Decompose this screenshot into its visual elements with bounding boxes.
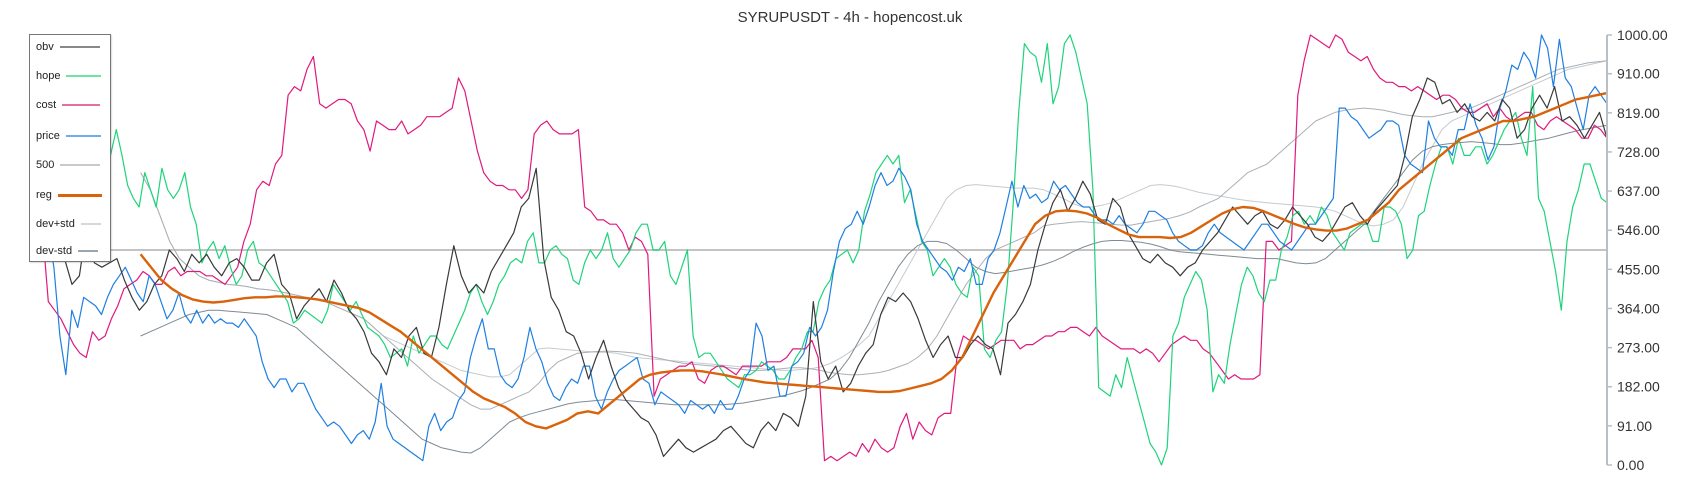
legend-swatch-icon	[62, 104, 101, 106]
series-line-obv	[41, 77, 1608, 457]
legend-label: hope	[36, 70, 61, 82]
series-line-dev-std	[140, 124, 1608, 454]
chart-title: SYRUPUSDT - 4h - hopencost.uk	[737, 9, 963, 26]
legend-swatch-icon	[57, 193, 102, 197]
legend-item-hope[interactable]: hope	[36, 68, 102, 84]
legend-swatch-icon	[66, 75, 102, 77]
y-tick-label: 364.00	[1617, 300, 1660, 316]
legend-swatch-icon	[59, 46, 100, 48]
y-tick-label: 728.00	[1617, 144, 1660, 160]
legend-swatch-icon	[60, 164, 101, 166]
legend-label: 500	[36, 159, 55, 171]
legend-swatch-icon	[78, 250, 99, 252]
legend-item-dev-minus-std[interactable]: dev-std	[36, 243, 99, 259]
y-tick-label: 273.00	[1617, 340, 1660, 356]
y-tick-label: 819.00	[1617, 105, 1660, 121]
series-line-price	[41, 34, 1608, 462]
y-tick-label: 546.00	[1617, 222, 1660, 238]
legend-swatch-icon	[65, 135, 101, 137]
legend-item-price[interactable]: price	[36, 128, 101, 144]
legend-item-500[interactable]: 500	[36, 157, 101, 173]
y-tick-label: 182.00	[1617, 379, 1660, 395]
legend-item-reg[interactable]: reg	[36, 187, 102, 203]
legend: obv hope cost price 500 reg dev+std dev-…	[29, 34, 111, 262]
series-line-dev-plus-std	[140, 60, 1608, 378]
legend-swatch-icon	[80, 223, 101, 225]
legend-label: price	[36, 130, 60, 142]
y-tick-label: 1000.00	[1617, 27, 1668, 43]
legend-label: dev-std	[36, 245, 73, 257]
y-tick-label: 910.00	[1617, 66, 1660, 82]
series-line-reg	[139, 91, 1608, 430]
y-tick-label: 0.00	[1617, 457, 1644, 473]
y-tick-label: 91.00	[1617, 418, 1652, 434]
legend-item-cost[interactable]: cost	[36, 97, 101, 113]
series-group	[41, 34, 1608, 466]
legend-label: dev+std	[36, 218, 75, 230]
legend-item-obv[interactable]: obv	[36, 39, 100, 55]
legend-item-dev-plus-std[interactable]: dev+std	[36, 216, 101, 232]
y-tick-label: 637.00	[1617, 183, 1660, 199]
legend-label: reg	[36, 189, 52, 201]
y-axis-right: 1000.00 910.00 819.00 728.00 637.00 546.00 455…	[1606, 27, 1668, 473]
legend-label: obv	[36, 41, 54, 53]
series-line-500	[140, 60, 1608, 410]
legend-label: cost	[36, 99, 57, 111]
series-line-cost	[41, 34, 1608, 462]
y-tick-label: 455.00	[1617, 261, 1660, 277]
series-line-hope	[41, 34, 1608, 466]
